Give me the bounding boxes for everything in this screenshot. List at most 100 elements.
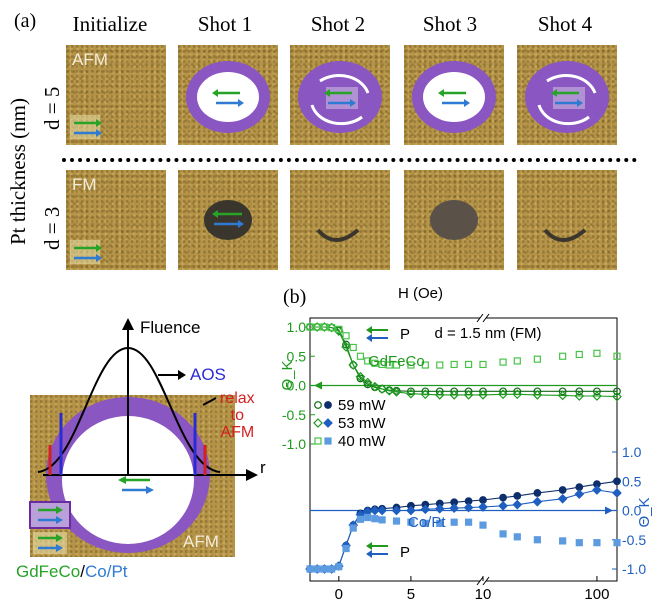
y-left-tick-label: 0.5	[287, 348, 307, 364]
data-point	[478, 502, 488, 512]
data-point	[612, 391, 622, 402]
arc-icon	[316, 228, 360, 242]
x-tick-label: 5	[407, 586, 415, 602]
column-header-shot-2: Shot 2	[310, 12, 366, 36]
data-point	[434, 390, 445, 400]
data-point	[574, 489, 585, 499]
data-point	[384, 385, 395, 396]
row-separator	[62, 158, 637, 162]
data-point	[613, 352, 621, 360]
data-point	[341, 342, 351, 352]
data-point	[420, 504, 431, 515]
tile-fm-shot-1	[178, 170, 278, 270]
data-point	[378, 360, 386, 369]
y-left-axis-label: Θ_K	[279, 360, 296, 390]
data-point	[391, 387, 402, 397]
p-arrowhead	[366, 334, 372, 342]
data-point	[498, 389, 508, 400]
data-point	[498, 500, 508, 511]
data-point	[355, 371, 366, 382]
data-point	[463, 502, 474, 513]
data-point	[420, 389, 431, 400]
copt-axis-arrow	[605, 506, 613, 515]
y-axis-label: Pt thickness (nm)	[6, 98, 30, 245]
row-label-d5: d = 5	[40, 86, 64, 130]
data-point	[349, 524, 357, 532]
data-point	[370, 381, 380, 392]
p-label-bottom: P	[400, 544, 410, 561]
data-point	[450, 518, 458, 526]
data-point	[371, 515, 379, 523]
data-point	[320, 565, 329, 573]
data-point	[513, 491, 522, 500]
arc-icon	[543, 228, 587, 242]
panel-a-label: (a)	[14, 10, 37, 32]
ring-arcs-icon	[525, 61, 609, 133]
y-right-tick-label: 0.0	[622, 503, 642, 519]
column-header-initialize: Initialize	[72, 12, 148, 36]
y-right-tick-label: -1.0	[622, 561, 646, 577]
axis-break-mark	[482, 313, 490, 323]
y-right-tick-label: 1.0	[622, 444, 642, 460]
y-left-tick-label: -0.5	[282, 407, 306, 423]
ring-hole-icon	[186, 61, 270, 133]
data-point	[575, 387, 584, 396]
data-point	[392, 361, 401, 369]
data-point	[593, 349, 601, 357]
tile-fm-shot-3	[404, 170, 504, 270]
data-point	[377, 384, 387, 394]
axis-break-top	[480, 312, 486, 324]
p-arrowhead	[366, 542, 372, 550]
top-axis-label: H (Oe)	[398, 285, 443, 302]
relax-label: relax to AFM	[220, 390, 255, 441]
data-point	[328, 323, 336, 332]
material-legend: GdFeCo/Co/Pt	[16, 562, 128, 582]
data-point	[449, 503, 460, 514]
plot-frame	[309, 317, 618, 582]
data-point	[593, 387, 601, 396]
legend-marker-copt	[323, 418, 333, 428]
data-point	[559, 352, 567, 360]
axis-break-mark	[476, 313, 484, 323]
column-header-shot-3: Shot 3	[422, 12, 478, 36]
data-point	[499, 358, 507, 366]
data-point	[575, 539, 583, 547]
legend-marker-gdfeco	[314, 401, 322, 409]
p-arrowhead	[366, 550, 372, 558]
gdfeco-axis-arrow	[314, 381, 322, 390]
tile-fm-initialize: FM	[66, 170, 166, 270]
column-header-shot-4: Shot 4	[537, 12, 593, 36]
data-point	[575, 350, 583, 359]
ring-hole-icon	[412, 61, 496, 133]
data-point	[464, 518, 473, 526]
data-point	[499, 530, 507, 538]
data-point	[421, 361, 429, 369]
tile-afm-shot-1	[178, 45, 278, 145]
data-point	[478, 390, 488, 400]
magnetization-arrows-icon	[70, 240, 102, 264]
data-point	[464, 360, 473, 369]
x-tick-label: 10	[475, 586, 492, 602]
y-right-tick-label: 0.5	[622, 473, 642, 489]
tile-tag-afm: AFM	[72, 50, 108, 69]
data-point	[613, 539, 621, 547]
data-point	[385, 361, 393, 369]
y-right-axis-label: Θ_K	[636, 497, 653, 527]
data-point	[306, 323, 314, 331]
data-point	[342, 332, 350, 340]
tile-fm-shot-4	[517, 170, 617, 270]
data-point	[434, 503, 445, 514]
dark-hole-icon	[204, 200, 252, 240]
data-point	[557, 493, 568, 504]
r-label: r	[260, 458, 266, 477]
data-point	[364, 513, 372, 522]
axis-break-mark	[476, 576, 484, 586]
data-point	[513, 357, 521, 365]
tile-fm-shot-2	[290, 170, 390, 270]
legend-copt: Co/Pt	[84, 562, 128, 581]
data-point	[407, 387, 415, 396]
y-left-tick-label: -1.0	[282, 436, 306, 452]
data-point	[407, 518, 415, 526]
legend-gdfeco: GdFeCo	[16, 562, 81, 581]
fluence-label: Fluence	[140, 318, 201, 337]
